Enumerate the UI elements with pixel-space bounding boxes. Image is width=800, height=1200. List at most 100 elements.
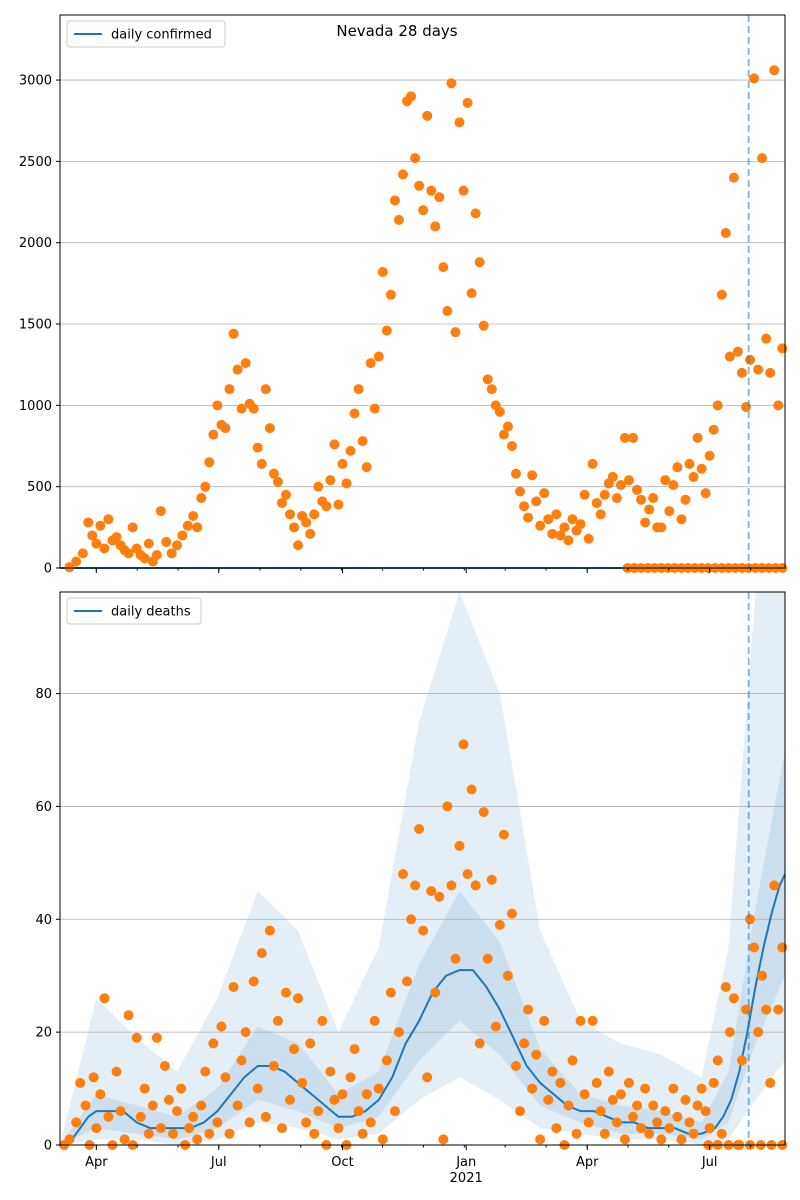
observed-point [64, 562, 75, 573]
observed-point [680, 1094, 691, 1105]
observed-point [632, 1100, 643, 1111]
observed-point [535, 1134, 546, 1145]
observed-point [753, 364, 764, 375]
observed-point [696, 1083, 707, 1094]
observed-point [724, 351, 735, 362]
x-tick-label: Apr [85, 1155, 108, 1170]
chart-title: Nevada 28 days [336, 22, 457, 40]
observed-point [123, 1010, 134, 1021]
observed-point [672, 1111, 683, 1122]
uncertainty-band [60, 750, 785, 1145]
observed-point [349, 408, 360, 419]
observed-point [260, 384, 271, 395]
observed-point [272, 1015, 283, 1026]
legend-box [66, 20, 226, 48]
observed-point [490, 1021, 501, 1032]
observed-point [543, 514, 554, 525]
observed-point [434, 192, 445, 203]
observed-point [672, 462, 683, 473]
observed-point [252, 1083, 263, 1094]
observed-point [757, 153, 768, 164]
observed-point [708, 1077, 719, 1088]
observed-point [446, 880, 457, 891]
observed-point [676, 514, 687, 525]
legend-label: daily deaths [111, 605, 191, 620]
uncertainty-band [60, 592, 785, 1145]
observed-point [527, 470, 538, 481]
observed-point [337, 1089, 348, 1100]
observed-point [704, 1123, 715, 1134]
observed-point [486, 384, 497, 395]
observed-point [208, 429, 219, 440]
observed-point [648, 1100, 659, 1111]
observed-point [482, 374, 493, 385]
observed-point [232, 364, 243, 375]
y-tick-label: 500 [27, 480, 52, 495]
observed-point [119, 1134, 130, 1145]
observed-point [285, 509, 296, 520]
observed-point [615, 1089, 626, 1100]
observed-point [769, 880, 780, 891]
y-tick-label: 2000 [19, 236, 52, 251]
observed-point [668, 1083, 679, 1094]
observed-point [777, 942, 788, 953]
observed-point [220, 1072, 231, 1083]
observed-point [470, 880, 481, 891]
observed-point [664, 1123, 675, 1134]
observed-point [430, 221, 441, 232]
observed-point [700, 488, 711, 499]
observed-point [192, 1134, 203, 1145]
observed-point [410, 153, 421, 164]
observed-point [632, 484, 643, 495]
observed-point [377, 1134, 388, 1145]
x-tick-label: Jul [210, 1155, 227, 1170]
deaths-y-ticks: 0 20 40 60 80 [35, 687, 60, 1154]
observed-point [611, 1117, 622, 1128]
observed-point [454, 117, 465, 128]
observed-point [216, 1021, 227, 1032]
observed-point [559, 522, 570, 533]
observed-point [285, 1094, 296, 1105]
observed-point [539, 488, 550, 499]
observed-point [523, 512, 534, 523]
observed-point [131, 1032, 142, 1043]
y-tick-label: 2500 [19, 155, 52, 170]
observed-point [91, 538, 102, 549]
observed-point [188, 510, 199, 521]
observed-point [640, 517, 651, 528]
observed-point [555, 1077, 566, 1088]
observed-point [434, 891, 445, 902]
observed-point [712, 400, 723, 411]
observed-point [660, 475, 671, 486]
observed-point [111, 1066, 122, 1077]
observed-point [603, 1066, 614, 1077]
observed-point [115, 1106, 126, 1117]
observed-point [510, 1061, 521, 1071]
observed-point [353, 384, 364, 395]
observed-point [652, 1117, 663, 1128]
observed-point [623, 1077, 634, 1088]
observed-point [161, 536, 172, 547]
observed-point [325, 1066, 336, 1077]
observed-point [236, 403, 247, 414]
observed-point [159, 1061, 170, 1071]
observed-point [240, 1027, 251, 1038]
observed-point [773, 1004, 784, 1015]
observed-point [280, 489, 291, 500]
observed-point [172, 540, 183, 551]
y-tick-label: 3000 [19, 74, 52, 89]
observed-point [438, 262, 449, 273]
deaths-gridlines [60, 693, 785, 1033]
x-tick-label: Jul [701, 1155, 718, 1170]
observed-point [75, 1077, 86, 1088]
observed-point [684, 458, 695, 469]
observed-point [369, 1015, 380, 1026]
observed-point [236, 1055, 247, 1066]
observed-point [668, 480, 679, 491]
observed-point [531, 1049, 542, 1060]
observed-point [700, 1106, 711, 1117]
observed-point [426, 185, 437, 196]
observed-point [297, 1077, 308, 1088]
observed-point [761, 1004, 772, 1015]
observed-point [212, 1117, 223, 1128]
